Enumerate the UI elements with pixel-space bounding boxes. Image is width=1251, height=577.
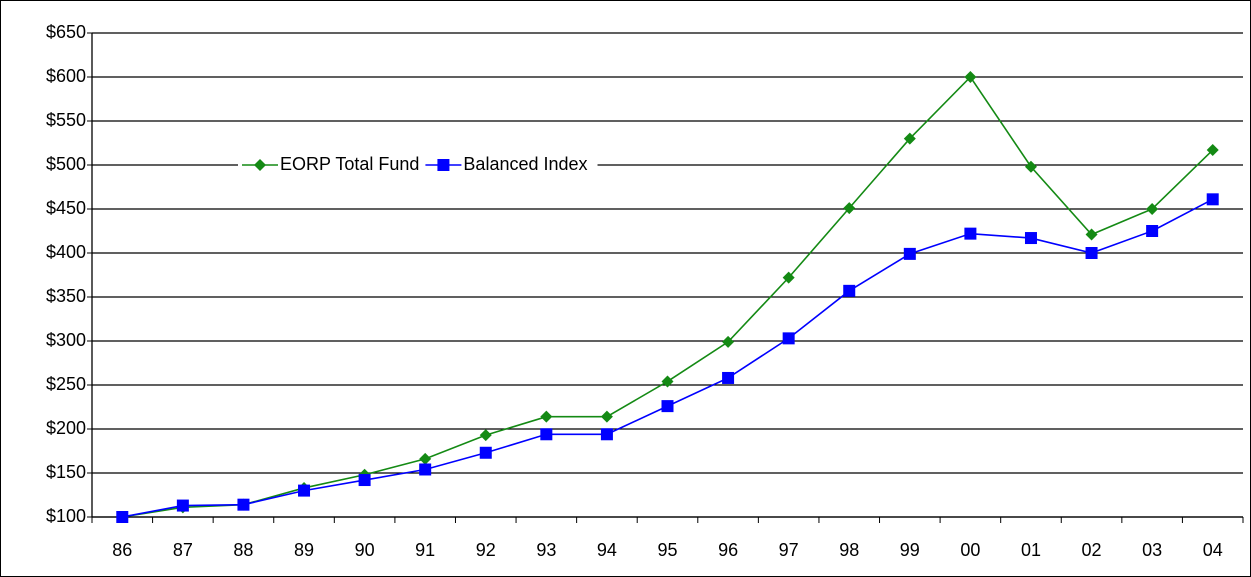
x-tick-label: 01	[1021, 540, 1041, 560]
x-tick-label: 04	[1203, 540, 1223, 560]
point	[964, 227, 977, 240]
point	[964, 71, 977, 83]
point	[1085, 228, 1098, 241]
point	[782, 271, 795, 284]
point	[600, 410, 613, 423]
point	[419, 452, 432, 465]
y-tick-label: $150	[46, 462, 86, 482]
point	[843, 202, 856, 215]
legend-label: EORP Total Fund	[280, 154, 419, 174]
legend-marker	[437, 159, 450, 171]
x-tick-label: 00	[960, 540, 980, 560]
x-tick-label: 94	[597, 540, 617, 560]
point	[540, 428, 553, 441]
y-tick-label: $450	[46, 198, 86, 218]
x-tick-label: 98	[839, 540, 859, 560]
point	[479, 446, 492, 459]
y-tick-label: $350	[46, 286, 86, 306]
y-tick-label: $600	[46, 66, 86, 86]
x-tick-label: 87	[173, 540, 193, 560]
x-tick-label: 02	[1082, 540, 1102, 560]
x-tick-label: 88	[233, 540, 253, 560]
point	[298, 484, 311, 497]
point	[1146, 203, 1159, 215]
legend-label: Balanced Index	[463, 154, 587, 174]
y-tick-label: $400	[46, 242, 86, 262]
x-tick-label: 86	[112, 540, 132, 560]
legend-box	[238, 151, 598, 179]
point	[479, 429, 492, 442]
x-tick-label: 92	[476, 540, 496, 560]
x-tick-label: 90	[355, 540, 375, 560]
point	[1206, 144, 1219, 157]
y-tick-label: $100	[46, 506, 86, 526]
point	[358, 474, 371, 487]
y-tick-label: $200	[46, 418, 86, 438]
point	[722, 371, 735, 384]
x-tick-label: 91	[415, 540, 435, 560]
point	[903, 132, 916, 145]
x-tick-label: 99	[900, 540, 920, 560]
x-tick-label: 95	[657, 540, 677, 560]
point	[903, 247, 916, 260]
point	[1085, 247, 1098, 259]
point	[661, 400, 674, 413]
point	[782, 332, 795, 345]
point	[116, 511, 129, 523]
x-tick-label: 89	[294, 540, 314, 560]
point	[1206, 193, 1219, 206]
y-tick-label: $500	[46, 154, 86, 174]
x-tick-label: 96	[718, 540, 738, 560]
y-tick-label: $550	[46, 110, 86, 130]
x-tick-label: 97	[779, 540, 799, 560]
point	[419, 463, 432, 476]
point	[600, 428, 613, 441]
point	[661, 375, 674, 388]
point	[1146, 225, 1159, 237]
x-tick-label: 93	[536, 540, 556, 560]
y-tick-label: $300	[46, 330, 86, 350]
legend-marker	[254, 159, 266, 171]
point	[843, 284, 856, 297]
point	[1024, 232, 1037, 245]
y-tick-label: $650	[46, 22, 86, 42]
point	[540, 410, 553, 423]
x-tick-label: 03	[1142, 540, 1162, 560]
point	[1024, 160, 1037, 173]
y-tick-label: $250	[46, 374, 86, 394]
point	[237, 498, 250, 511]
point	[176, 499, 189, 512]
point	[722, 335, 735, 348]
